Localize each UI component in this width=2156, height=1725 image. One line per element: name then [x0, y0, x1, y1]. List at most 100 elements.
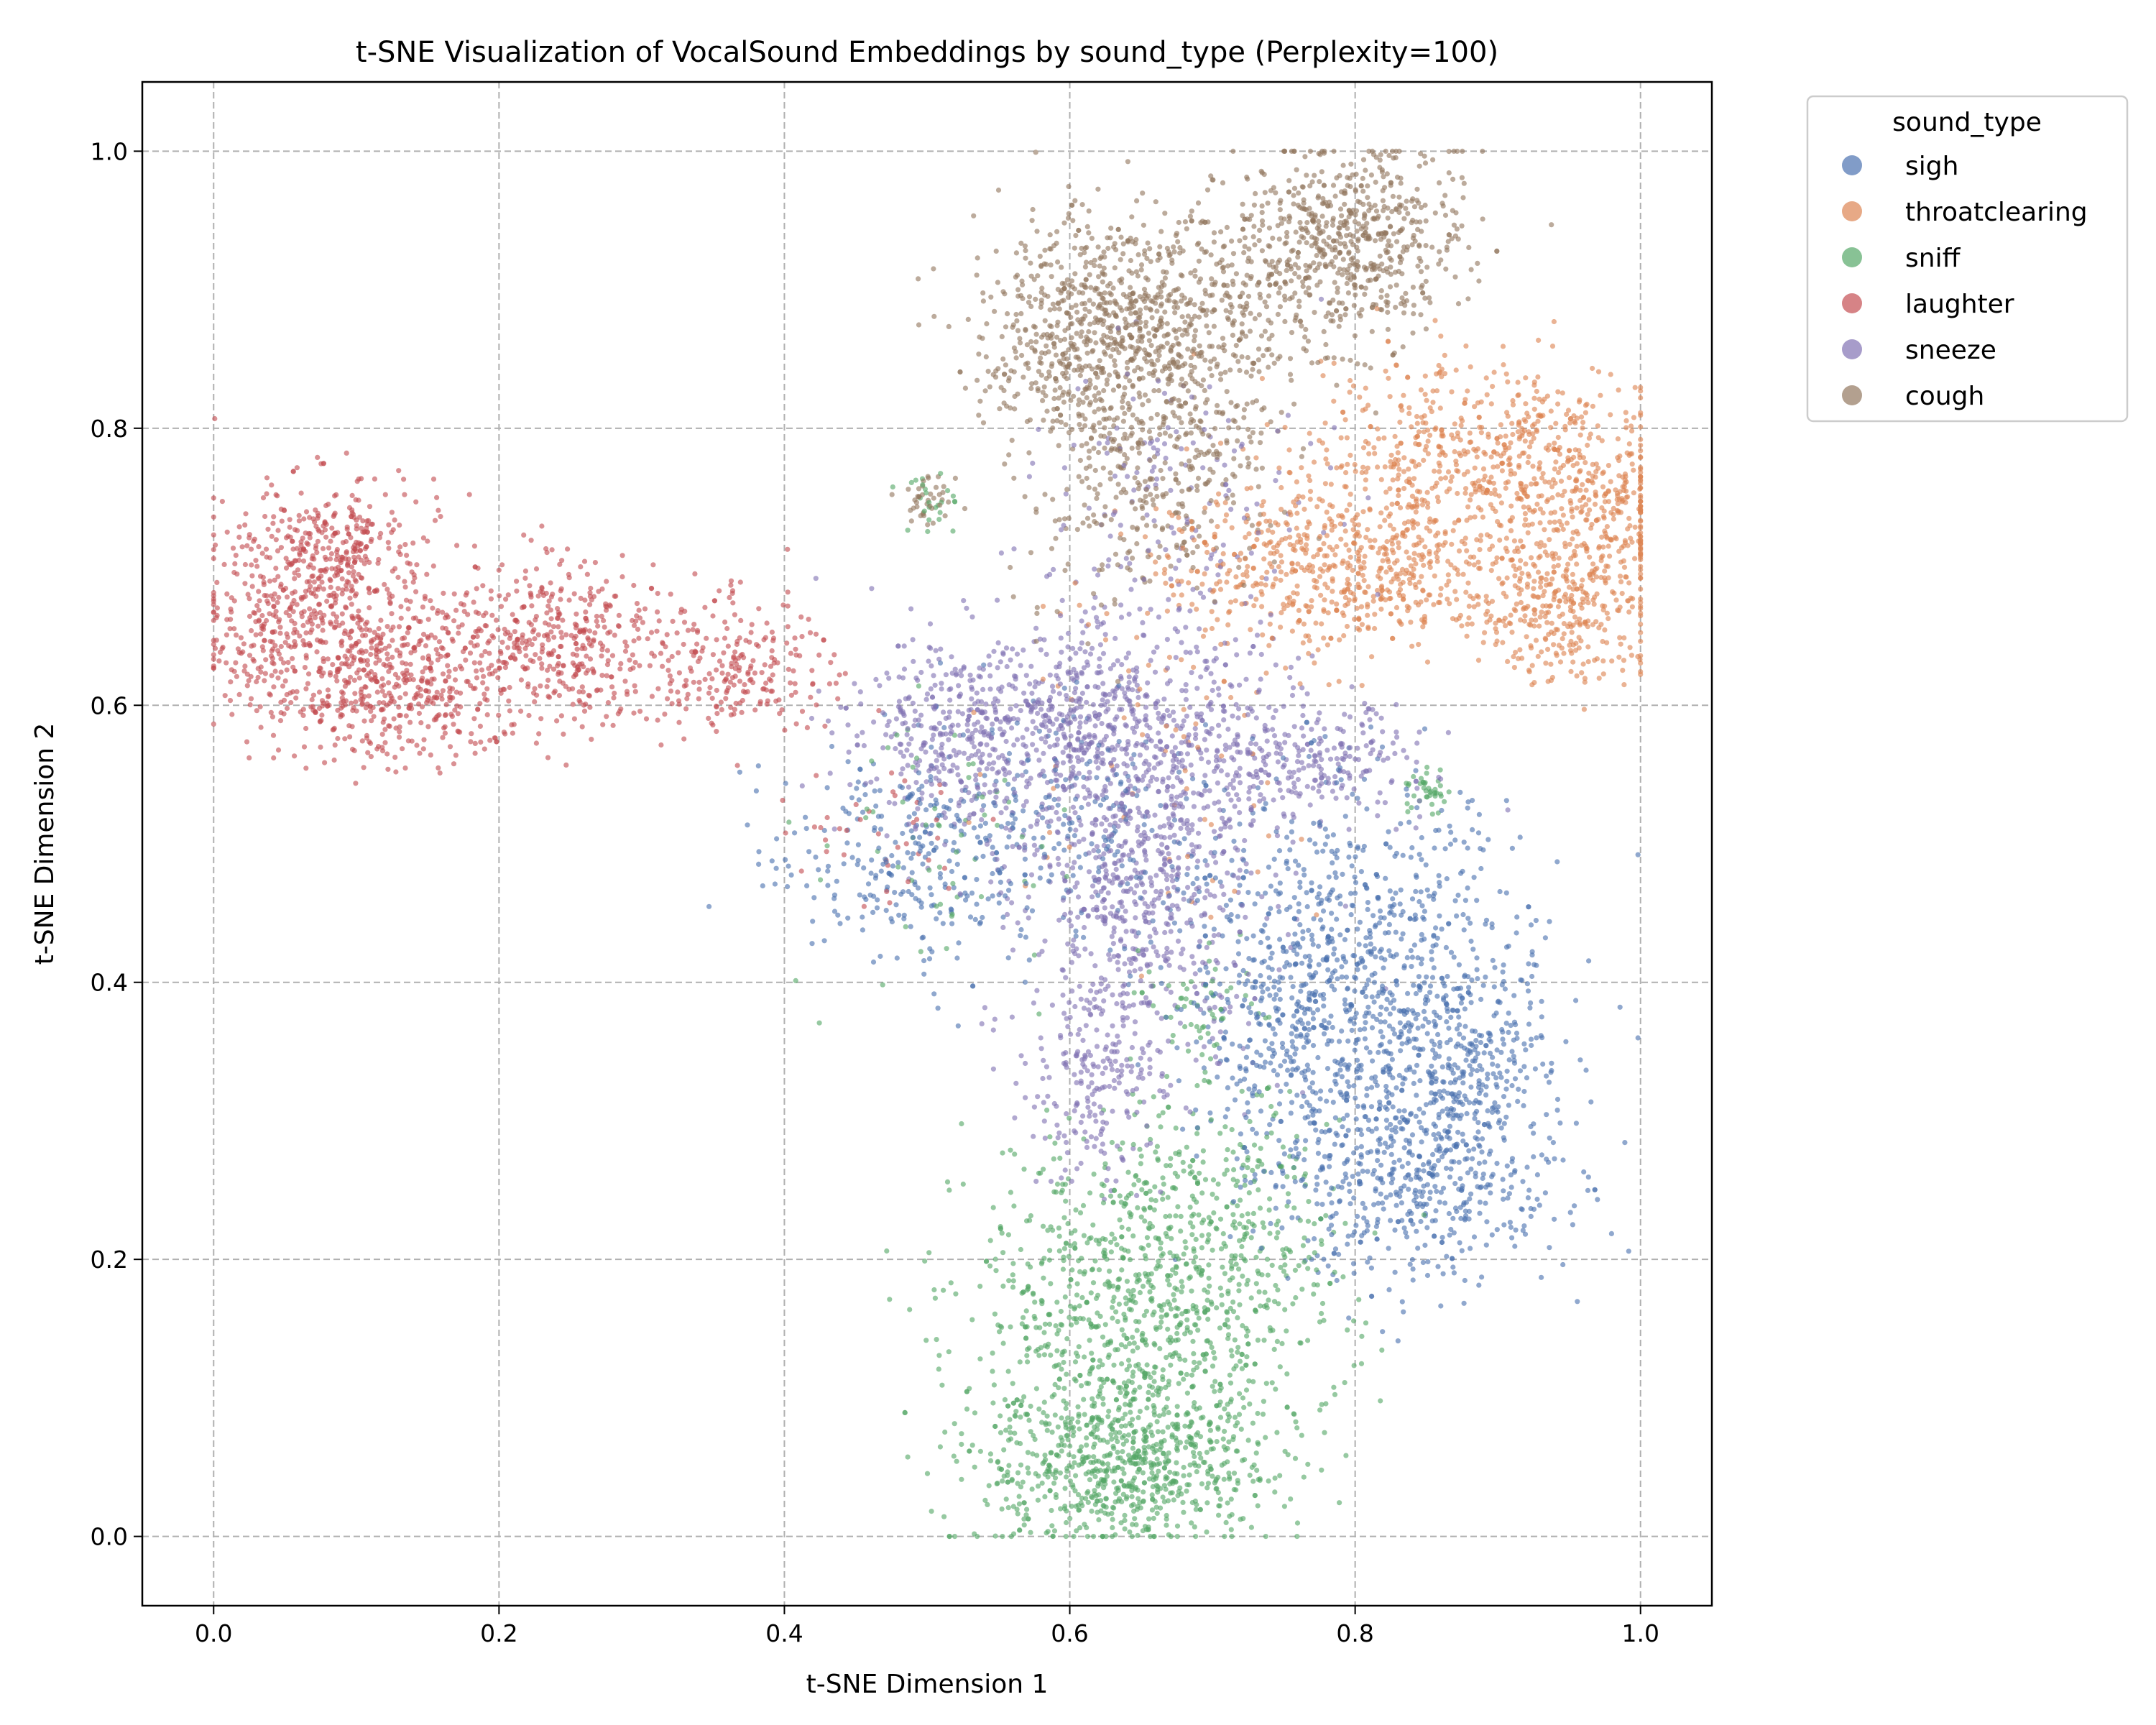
data-point — [1503, 371, 1509, 377]
data-point — [1361, 578, 1367, 584]
data-point — [1190, 1338, 1196, 1344]
data-point — [256, 589, 262, 594]
data-point — [1281, 1151, 1287, 1156]
data-point — [1480, 216, 1485, 222]
data-point — [1033, 1179, 1039, 1184]
data-point — [665, 668, 671, 673]
data-point — [1157, 431, 1163, 438]
data-point — [886, 719, 892, 724]
data-point — [1355, 967, 1360, 972]
data-point — [1483, 1242, 1489, 1248]
data-point — [1061, 465, 1067, 471]
data-point — [1469, 621, 1475, 627]
data-point — [1255, 785, 1261, 791]
data-point — [990, 766, 995, 772]
data-point — [349, 700, 354, 706]
data-point — [1020, 735, 1026, 740]
data-point — [1199, 1481, 1204, 1487]
data-point — [1112, 635, 1118, 641]
data-point — [1304, 903, 1310, 910]
data-point — [1423, 1131, 1429, 1136]
data-point — [402, 584, 408, 590]
data-point — [1227, 309, 1233, 315]
data-point — [1173, 300, 1179, 305]
data-point — [1418, 599, 1424, 605]
data-point — [605, 658, 611, 663]
data-point — [1483, 1200, 1488, 1206]
data-point — [353, 781, 359, 786]
data-point — [1202, 895, 1208, 901]
data-point — [466, 492, 472, 497]
data-point — [1511, 665, 1517, 671]
data-point — [1314, 1182, 1320, 1187]
data-point — [750, 658, 756, 663]
data-point — [1084, 776, 1089, 782]
data-point — [1014, 737, 1021, 742]
data-point — [1235, 734, 1240, 740]
data-point — [1034, 1453, 1040, 1458]
data-point — [676, 670, 683, 676]
data-point — [1258, 333, 1265, 339]
data-point — [1396, 1108, 1402, 1114]
data-point — [247, 613, 253, 620]
data-point — [1042, 318, 1048, 323]
data-point — [1192, 1524, 1197, 1530]
data-point — [845, 759, 851, 765]
data-point — [1226, 425, 1232, 431]
data-point — [762, 662, 768, 668]
data-point — [1072, 198, 1078, 203]
data-point — [979, 724, 985, 730]
data-point — [1208, 822, 1214, 827]
data-point — [1510, 397, 1516, 404]
data-point — [1316, 218, 1322, 224]
data-point — [1235, 875, 1241, 881]
data-point — [1531, 611, 1538, 617]
data-point — [1047, 864, 1053, 870]
data-point — [983, 702, 989, 707]
data-point — [391, 716, 397, 722]
data-point — [1202, 571, 1207, 577]
data-point — [1296, 607, 1302, 613]
data-point — [1465, 388, 1470, 394]
data-point — [1248, 1010, 1253, 1016]
data-point — [1547, 520, 1553, 525]
data-point — [1395, 476, 1401, 482]
data-point — [605, 630, 611, 636]
data-point — [1638, 586, 1644, 592]
data-point — [1419, 502, 1426, 507]
data-point — [1358, 1361, 1365, 1366]
data-point — [1184, 796, 1189, 801]
data-point — [1295, 776, 1301, 783]
data-point — [1355, 796, 1360, 801]
data-point — [984, 742, 990, 748]
data-point — [1086, 484, 1092, 491]
data-point — [1000, 1340, 1006, 1346]
data-point — [1230, 332, 1235, 338]
data-point — [1241, 407, 1247, 413]
data-point — [1064, 1111, 1069, 1117]
data-point — [1500, 1036, 1506, 1042]
data-point — [1300, 712, 1306, 719]
data-point — [384, 651, 390, 657]
data-point — [1465, 916, 1471, 921]
data-point — [1503, 1114, 1509, 1120]
data-point — [1307, 148, 1313, 154]
data-point — [1325, 1066, 1331, 1072]
data-point — [1130, 1445, 1135, 1451]
data-point — [1267, 993, 1273, 998]
data-point — [1067, 845, 1072, 850]
data-point — [1014, 651, 1021, 657]
data-point — [1027, 681, 1033, 687]
data-point — [709, 676, 715, 682]
data-point — [1485, 431, 1491, 437]
data-point — [1524, 581, 1531, 587]
data-point — [1162, 431, 1168, 436]
data-point — [1294, 591, 1300, 597]
data-point — [1378, 510, 1384, 516]
data-point — [1552, 1156, 1557, 1162]
data-point — [1215, 617, 1220, 622]
data-point — [1506, 1191, 1512, 1197]
data-point — [1380, 558, 1386, 564]
data-point — [1292, 932, 1298, 937]
data-point — [1251, 202, 1257, 208]
